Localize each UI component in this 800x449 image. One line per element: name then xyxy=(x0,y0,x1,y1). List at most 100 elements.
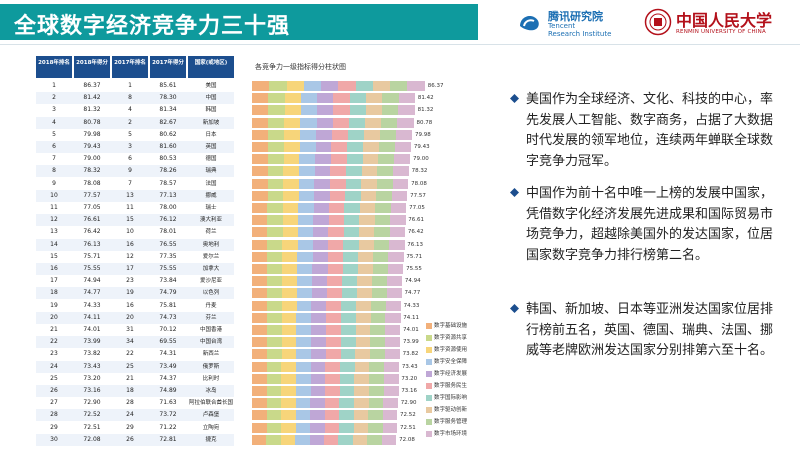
bar-segment xyxy=(369,386,384,396)
cell-rank-2018: 8 xyxy=(52,167,56,175)
bar-value-label: 72.90 xyxy=(400,400,417,407)
bar-segment xyxy=(369,361,385,372)
table-row: 30 72.08 26 72.81 捷克 72.08 xyxy=(36,433,456,446)
stacked-bar xyxy=(252,288,402,299)
row-cells: 21 74.01 31 70.12 中国香港 xyxy=(36,324,234,336)
cell-rank-2018: 28 xyxy=(50,411,58,419)
cell-score-2017: 70.12 xyxy=(159,326,177,333)
bar-segment xyxy=(390,203,407,213)
cell-score-2017: 74.37 xyxy=(159,374,177,382)
cell-score-2017: 76.12 xyxy=(159,216,177,224)
stacked-bar xyxy=(252,264,404,274)
bar-segment xyxy=(266,349,282,360)
bar-segment xyxy=(312,264,328,274)
row-cells: 27 72.90 28 71.63 阿拉伯联合酋长国 xyxy=(36,397,234,410)
table-row: 1 86.37 1 85.61 美国 86.37 xyxy=(36,80,456,92)
bar-segment xyxy=(252,105,269,116)
table-row: 10 77.57 13 77.13 挪威 77.57 xyxy=(36,189,456,202)
bullet-diamond-icon xyxy=(510,188,519,197)
bar-segment xyxy=(311,276,328,287)
bar-segment xyxy=(391,190,408,201)
note-text: 中国作为前十名中唯一上榜的发展中国家，凭借数字化经济发展先进成果和国际贸易市场竞… xyxy=(526,186,774,263)
bar-segment xyxy=(303,81,322,91)
bar-segment xyxy=(382,410,398,421)
row-cells: 13 76.42 10 78.01 荷兰 xyxy=(36,226,234,239)
table-row: 5 79.98 5 80.62 日本 79.98 xyxy=(36,128,456,141)
bar-segment xyxy=(353,422,369,433)
cell-country: 芬兰 xyxy=(205,314,217,321)
bar-segment xyxy=(326,325,342,335)
cell-rank-2018: 2 xyxy=(52,94,56,102)
cell-country: 捷克 xyxy=(205,436,217,443)
cell-country: 韩国 xyxy=(205,107,217,114)
cell-rank-2017: 3 xyxy=(128,143,132,150)
row-cells: 24 73.43 25 73.49 俄罗斯 xyxy=(36,360,234,373)
row-cells: 1 86.37 1 85.61 美国 xyxy=(36,80,234,92)
bar-segment xyxy=(341,288,357,299)
bar-segment xyxy=(313,203,330,213)
cell-score-2018: 72.90 xyxy=(83,399,101,407)
bar-segment xyxy=(328,239,344,250)
legend-label: 数字服务民生 xyxy=(434,383,468,389)
cell-score-2018: 73.99 xyxy=(83,338,101,346)
bar-segment xyxy=(296,288,313,299)
table-row: 26 73.16 18 74.89 冰岛 73.16 xyxy=(36,385,456,397)
table-row: 24 73.43 25 73.49 俄罗斯 73.43 xyxy=(36,360,456,373)
bar-segment xyxy=(370,325,386,335)
bar-segment xyxy=(297,227,314,238)
bar-segment xyxy=(385,300,401,311)
bar-segment xyxy=(343,215,360,226)
bar-segment xyxy=(317,105,334,116)
bar-value-label: 73.99 xyxy=(402,339,419,346)
chart-title: 各竞争力一级指标得分柱状图 xyxy=(255,63,346,71)
bar-segment xyxy=(266,410,282,421)
bar-segment xyxy=(385,337,401,348)
bar-segment xyxy=(267,264,283,274)
bar-segment xyxy=(252,129,269,140)
bar-segment xyxy=(313,227,329,238)
bar-segment xyxy=(266,398,282,409)
bar-segment xyxy=(267,215,283,226)
cell-country: 美国 xyxy=(205,83,217,89)
bar-segment xyxy=(267,190,284,201)
table-row: 20 74.11 20 74.73 芬兰 74.11 xyxy=(36,311,456,324)
bar-segment xyxy=(298,190,315,201)
title-bar: 全球数字经济竞争力三十强 xyxy=(0,4,478,40)
table-row: 11 77.05 11 78.00 瑞士 77.05 xyxy=(36,202,456,214)
cell-country: 俄罗斯 xyxy=(202,363,220,370)
row-cells: 26 73.16 18 74.89 冰岛 xyxy=(36,385,234,397)
bar-segment xyxy=(252,142,269,152)
bar-segment xyxy=(339,386,355,396)
row-cells: 11 77.05 11 78.00 瑞士 xyxy=(36,202,234,214)
col-header-2017-score: 2017年得分 xyxy=(150,56,186,78)
bar-segment xyxy=(370,337,386,348)
bar-segment xyxy=(359,203,376,213)
bar-segment xyxy=(372,264,389,274)
bar-segment xyxy=(386,288,402,299)
bar-value-label: 73.16 xyxy=(401,388,418,394)
bar-value-label: 76.13 xyxy=(407,241,423,248)
legend-label: 数字经济发展 xyxy=(434,371,468,377)
bar-segment xyxy=(282,203,299,213)
stacked-bar xyxy=(252,129,413,140)
bar-segment xyxy=(373,239,390,250)
cell-country: 新加坡 xyxy=(202,119,220,126)
cell-rank-2018: 13 xyxy=(50,228,58,236)
cell-country: 爱尔兰 xyxy=(202,253,220,260)
row-cells: 25 73.20 21 74.37 比利时 xyxy=(36,372,234,385)
bar-segment xyxy=(324,422,340,433)
cell-country: 比利时 xyxy=(202,375,220,382)
bar-segment xyxy=(327,251,344,262)
tencent-name: 腾讯研究院 xyxy=(548,10,603,23)
bar-segment xyxy=(252,251,268,262)
stacked-bar xyxy=(252,166,409,177)
bar-segment xyxy=(345,178,362,189)
bar-segment xyxy=(325,386,341,396)
cell-rank-2017: 29 xyxy=(126,423,134,431)
bar-segment xyxy=(299,129,317,140)
bar-segment xyxy=(356,300,372,311)
bar-segment xyxy=(385,325,401,335)
cell-score-2018: 76.13 xyxy=(83,240,101,248)
cell-score-2017: 78.00 xyxy=(159,204,177,211)
cell-country: 中国香港 xyxy=(199,327,222,333)
